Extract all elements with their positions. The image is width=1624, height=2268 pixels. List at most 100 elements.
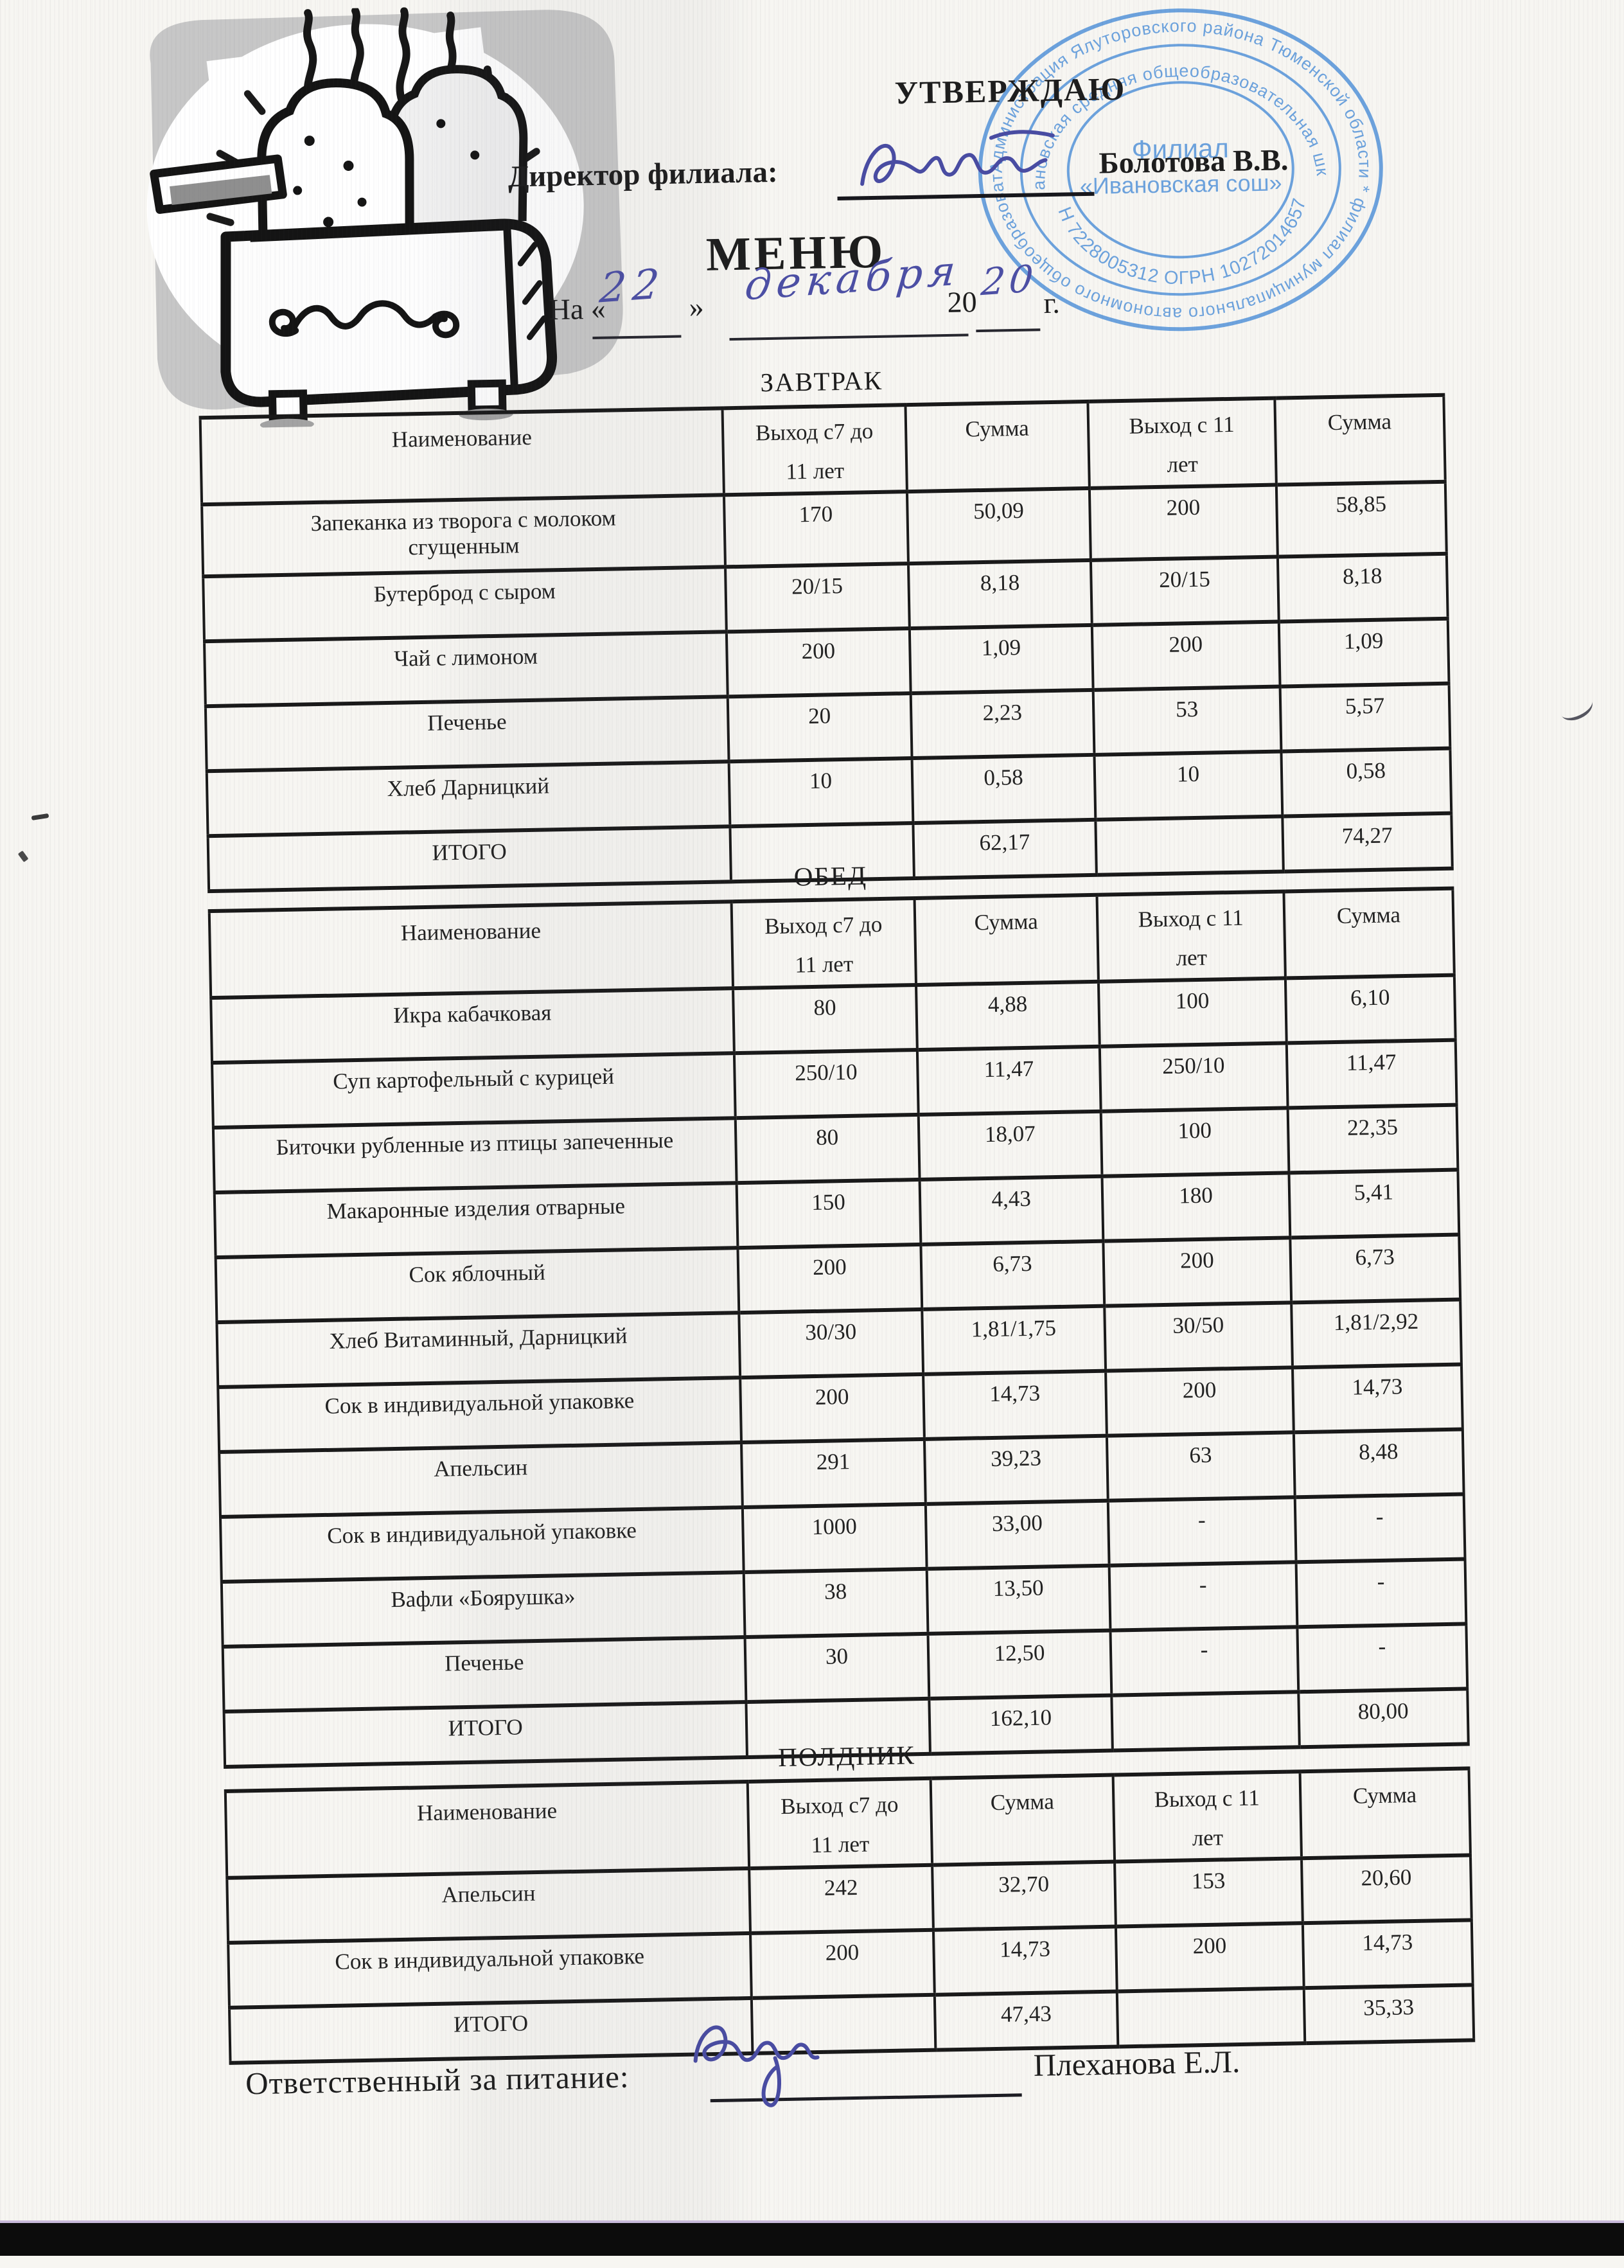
value-cell: - xyxy=(1296,1558,1467,1627)
value-cell: 2,23 xyxy=(910,689,1095,758)
column-header: Выход с7 до 11 лет xyxy=(722,405,907,495)
value-cell: 20 xyxy=(727,693,912,761)
date-close-quote: » xyxy=(689,290,705,324)
column-header: Наименование xyxy=(200,408,725,504)
dish-name-cell: Макаронные изделия отварные xyxy=(214,1182,738,1257)
value-cell: 10 xyxy=(728,757,914,826)
column-header: Сумма xyxy=(914,894,1099,985)
value-cell: 6,73 xyxy=(1289,1234,1461,1302)
stamp-center-line1: Филиал xyxy=(1131,133,1229,165)
value-cell: 22,35 xyxy=(1287,1104,1458,1173)
value-cell: 30/50 xyxy=(1104,1302,1293,1371)
scanner-edge-band xyxy=(0,2220,1624,2256)
value-cell: 170 xyxy=(724,491,908,567)
column-header: Выход с7 до 11 лет xyxy=(731,898,916,988)
scan-artifact-tick xyxy=(17,850,29,863)
dish-name-cell: Сок в индивидуальной упаковке xyxy=(218,1377,742,1452)
value-cell: 0,58 xyxy=(1281,748,1452,817)
value-cell: 10 xyxy=(1094,751,1282,820)
value-cell: 0,58 xyxy=(912,754,1096,823)
date-year-handwritten: 20 xyxy=(979,256,1039,305)
scan-artifact-hook xyxy=(1557,691,1596,725)
value-cell: 50,09 xyxy=(906,488,1091,563)
dish-name-cell: Сок в индивидуальной упаковке xyxy=(220,1507,744,1582)
dish-name-cell: Апельсин xyxy=(227,1868,751,1943)
column-header: Сумма xyxy=(930,1775,1115,1865)
date-suffix: г. xyxy=(1043,286,1061,320)
responsible-signature-icon xyxy=(693,2025,820,2107)
value-cell: 20/15 xyxy=(1091,556,1279,625)
column-header: Выход с 11 лет xyxy=(1097,891,1285,982)
column-header: Сумма xyxy=(1275,394,1445,485)
snack-table: Наименование Выход с7 до 11 лет Сумма Выход… xyxy=(224,1766,1476,2065)
value-cell: 1,09 xyxy=(909,625,1093,693)
value-cell: 53 xyxy=(1093,686,1282,755)
value-cell: 200 xyxy=(1116,1922,1304,1992)
value-cell: 80 xyxy=(733,984,917,1053)
value-cell: 30/30 xyxy=(739,1309,923,1378)
value-cell: 20/15 xyxy=(725,563,910,632)
value-cell: 153 xyxy=(1115,1857,1303,1927)
value-cell: 14,73 xyxy=(933,1926,1118,1995)
value-cell: 58,85 xyxy=(1276,481,1447,557)
value-cell: 250/10 xyxy=(1100,1042,1288,1112)
value-cell: 39,23 xyxy=(924,1435,1109,1504)
value-cell: 14,73 xyxy=(1302,1919,1473,1988)
value-cell: 63 xyxy=(1107,1431,1295,1501)
value-cell: 200 xyxy=(1092,621,1280,690)
dish-name-cell: ИТОГО xyxy=(229,1998,753,2063)
dish-name-cell: Хлеб Витаминный, Дарницкий xyxy=(216,1312,741,1387)
value-cell: - xyxy=(1109,1561,1298,1631)
dish-name-cell: Апельсин xyxy=(219,1442,743,1517)
dish-name-cell: Вафли «Боярушка» xyxy=(221,1572,745,1647)
value-cell: - xyxy=(1110,1626,1298,1696)
dish-name-cell: Печенье xyxy=(222,1636,746,1712)
breakfast-table: Наименование Выход с7 до 11 лет Сумма Выход… xyxy=(199,393,1454,893)
value-cell: 242 xyxy=(749,1865,933,1933)
director-signature-icon xyxy=(860,130,1055,186)
value-cell: 18,07 xyxy=(918,1111,1102,1180)
director-name: Болотова В.В. xyxy=(1099,143,1289,181)
value-cell: 4,88 xyxy=(915,981,1100,1050)
value-cell: 1,81/1,75 xyxy=(921,1306,1106,1374)
scan-artifact-dash xyxy=(31,813,49,821)
value-cell: 1,09 xyxy=(1278,618,1449,687)
value-cell: 33,00 xyxy=(925,1500,1109,1569)
dish-name-cell: Икра кабачковая xyxy=(211,988,735,1063)
column-header: Наименование xyxy=(209,901,734,998)
value-cell: - xyxy=(1108,1496,1296,1566)
value-cell: 100 xyxy=(1100,1107,1289,1176)
value-cell: 8,18 xyxy=(1277,553,1448,622)
responsible-name: Плеханова Е.Л. xyxy=(1033,2044,1240,2083)
responsible-label: Ответственный за питание: xyxy=(245,2059,630,2102)
value-cell: 80 xyxy=(735,1114,920,1183)
value-cell: 20,60 xyxy=(1301,1854,1472,1923)
value-cell: 200 xyxy=(740,1374,924,1442)
value-cell: 35,33 xyxy=(1303,1984,1474,2043)
column-header: Выход с 11 лет xyxy=(1113,1771,1302,1862)
value-cell: 180 xyxy=(1102,1172,1290,1241)
value-cell: 38 xyxy=(743,1568,928,1637)
value-cell: 100 xyxy=(1099,977,1287,1047)
value-cell: 5,57 xyxy=(1280,683,1451,752)
column-header: Выход с7 до 11 лет xyxy=(747,1778,932,1868)
approve-word: УТВЕРЖДАЮ xyxy=(894,70,1126,111)
value-cell: 291 xyxy=(741,1439,926,1507)
value-cell: 11,47 xyxy=(1286,1040,1457,1108)
value-cell xyxy=(1117,1987,1305,2047)
dish-name-cell: Запеканка из творога с молоком сгущенным xyxy=(202,494,726,576)
value-cell: 12,50 xyxy=(928,1630,1112,1699)
value-cell: 13,50 xyxy=(926,1565,1111,1634)
dish-name-cell: Печенье xyxy=(205,696,729,771)
value-cell: 32,70 xyxy=(931,1861,1116,1930)
value-cell: - xyxy=(1294,1494,1465,1562)
director-label: Директор филиала: xyxy=(508,155,779,194)
dish-name-cell: Биточки рубленные из птицы запеченные xyxy=(213,1117,737,1192)
value-cell: 6,10 xyxy=(1285,975,1456,1043)
value-cell: 150 xyxy=(736,1179,921,1248)
value-cell: 200 xyxy=(1103,1237,1291,1306)
value-cell: 1000 xyxy=(742,1503,927,1572)
value-cell: 6,73 xyxy=(921,1241,1105,1309)
value-cell: 200 xyxy=(1106,1367,1294,1436)
value-cell: - xyxy=(1297,1623,1468,1692)
